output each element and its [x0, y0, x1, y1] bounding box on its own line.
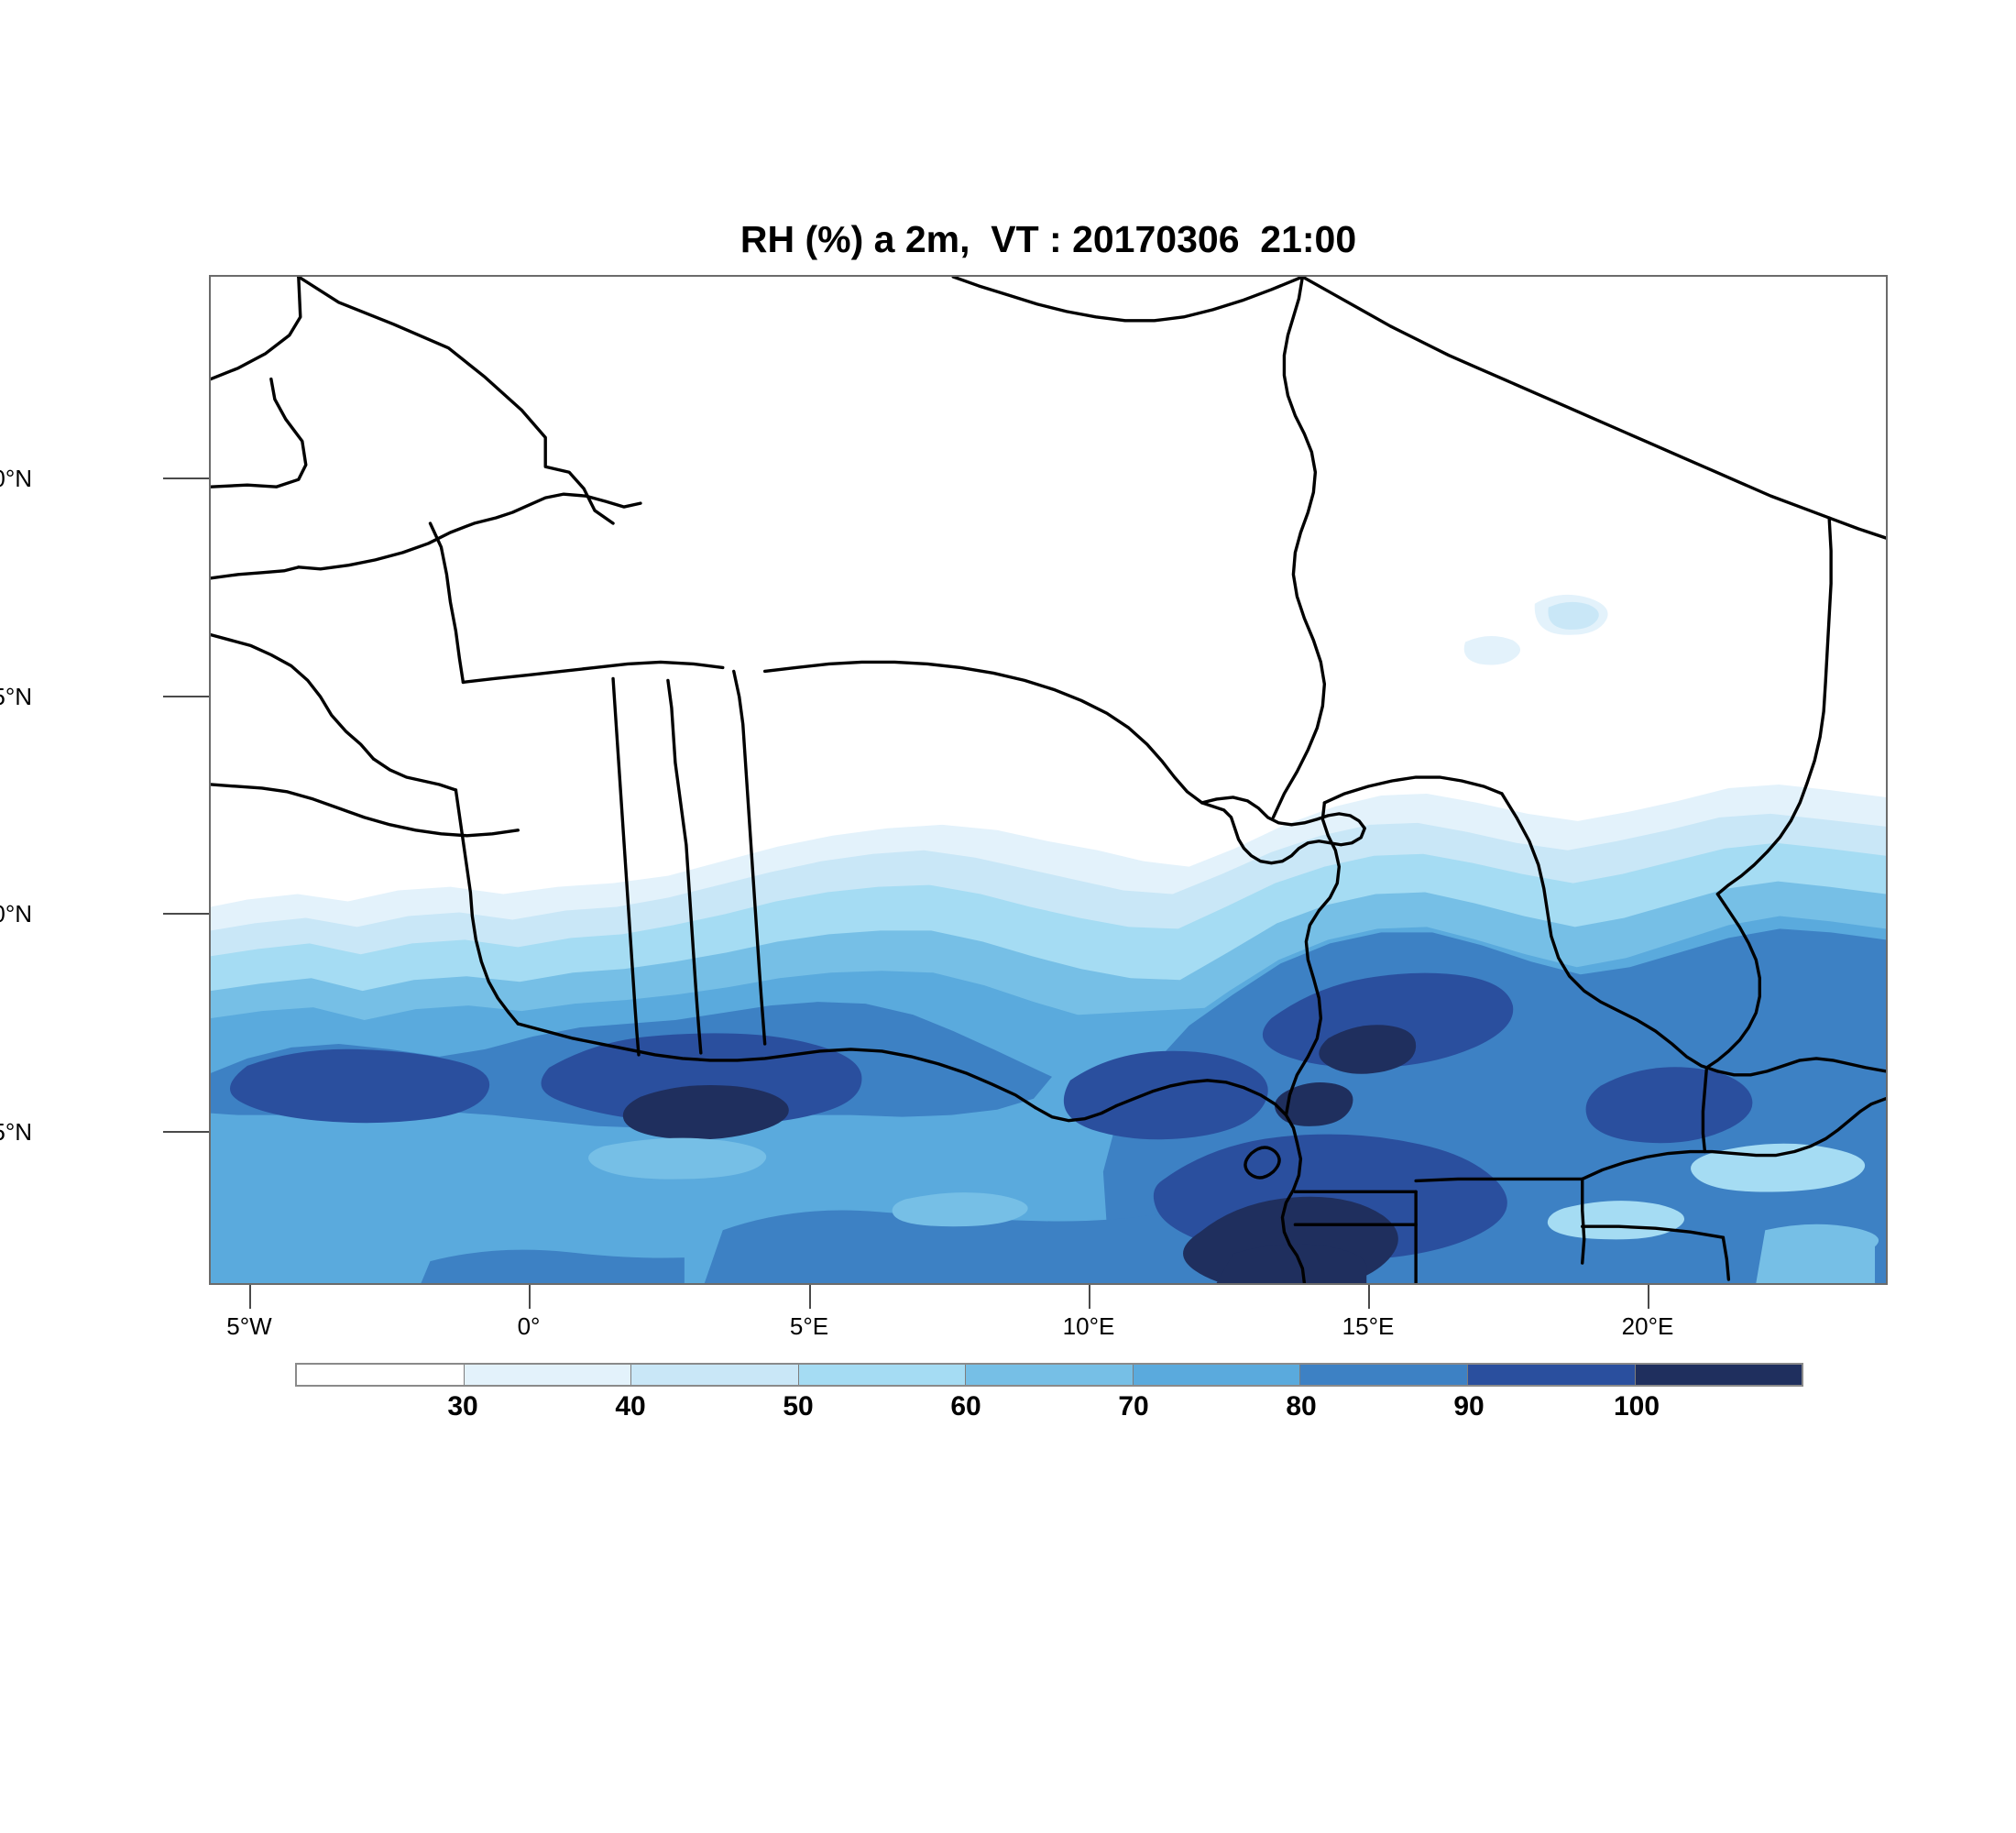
ytick-label-5n: 5°N: [0, 1118, 32, 1146]
humidity-contours: [211, 277, 1886, 1283]
colorbar: [295, 1363, 1803, 1387]
colorbar-segment-1: [463, 1365, 631, 1385]
ytick-label-20n: 20°N: [0, 465, 32, 492]
ytick-label-15n: 15°N: [0, 683, 32, 710]
map-plot-area: [209, 275, 1888, 1285]
ytick-line-5n: [163, 1131, 209, 1133]
colorbar-segment-3: [797, 1365, 966, 1385]
colorbar-tick-50: 50: [783, 1391, 814, 1421]
colorbar-segment-2: [630, 1365, 798, 1385]
ytick-label-10n: 10°N: [0, 900, 32, 927]
xtick-line-5e: [809, 1285, 811, 1309]
colorbar-tick-40: 40: [615, 1391, 646, 1421]
country-borders: [211, 277, 1886, 1283]
colorbar-segment-8: [1634, 1365, 1802, 1385]
ytick-line-20n: [163, 477, 209, 479]
colorbar-segment-5: [1132, 1365, 1300, 1385]
xtick-line-15e: [1368, 1285, 1370, 1309]
xtick-label-5e: 5°E: [789, 1312, 829, 1340]
xtick-line-10e: [1089, 1285, 1090, 1309]
ytick-line-10n: [163, 913, 209, 915]
colorbar-tick-90: 90: [1453, 1391, 1485, 1421]
colorbar-segment-4: [965, 1365, 1133, 1385]
colorbar-tick-80: 80: [1286, 1391, 1317, 1421]
colorbar-tick-30: 30: [447, 1391, 478, 1421]
xtick-label-0: 0°: [517, 1312, 541, 1340]
colorbar-tick-100: 100: [1613, 1391, 1660, 1421]
ytick-line-15n: [163, 696, 209, 697]
colorbar-tick-70: 70: [1118, 1391, 1149, 1421]
colorbar-segment-0: [297, 1365, 464, 1385]
colorbar-segment-6: [1299, 1365, 1467, 1385]
xtick-label-10e: 10°E: [1062, 1312, 1115, 1340]
map-contour-field: [211, 277, 1886, 1283]
colorbar-tick-60: 60: [950, 1391, 981, 1421]
page-title: RH (%) a 2m, VT : 20170306 21:00: [740, 218, 1357, 260]
xtick-line-20e: [1648, 1285, 1649, 1309]
xtick-label-5w: 5°W: [226, 1312, 272, 1340]
xtick-label-15e: 15°E: [1342, 1312, 1395, 1340]
xtick-line-0: [529, 1285, 531, 1309]
colorbar-segment-7: [1466, 1365, 1635, 1385]
xtick-label-20e: 20°E: [1621, 1312, 1674, 1340]
xtick-line-5w: [249, 1285, 251, 1309]
